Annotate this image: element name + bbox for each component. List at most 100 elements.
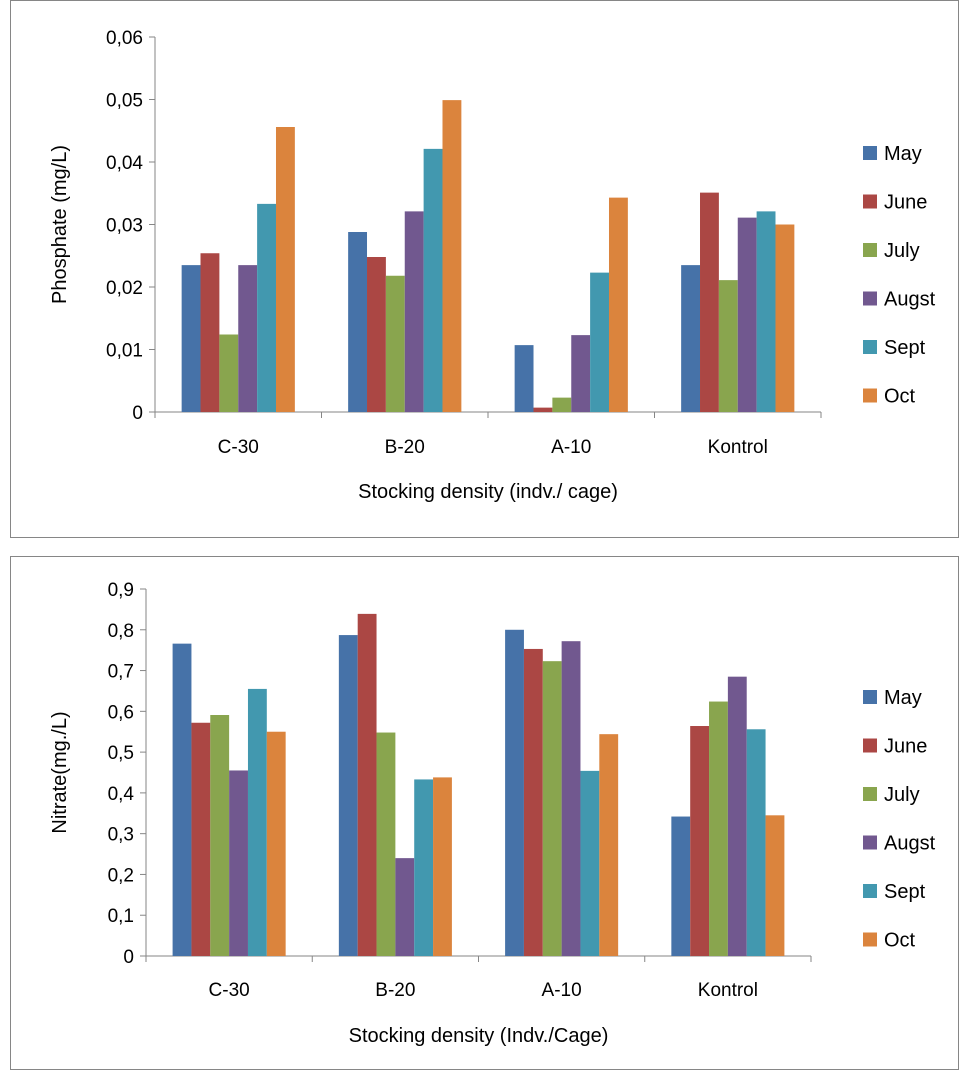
bar xyxy=(718,280,738,412)
x-tick-label: C-30 xyxy=(218,437,259,458)
bar xyxy=(404,211,424,412)
bar xyxy=(219,334,239,412)
bar xyxy=(690,726,710,956)
legend-swatch xyxy=(863,932,877,947)
y-tick-label: 0,6 xyxy=(108,702,134,723)
bar xyxy=(238,265,258,412)
legend-swatch xyxy=(863,884,877,898)
bar xyxy=(423,148,443,412)
bar xyxy=(580,770,600,956)
x-axis-title: Stocking density (Indv./Cage) xyxy=(349,1025,609,1047)
legend-swatch xyxy=(863,388,877,403)
legend-label: May xyxy=(884,143,922,165)
bar xyxy=(395,858,415,956)
bar xyxy=(367,257,386,412)
x-tick-label: C-30 xyxy=(209,980,250,1001)
legend-label: June xyxy=(884,192,927,214)
legend-swatch xyxy=(863,340,877,354)
bar xyxy=(433,777,452,956)
y-tick-label: 0,3 xyxy=(108,825,134,846)
legend-label: July xyxy=(884,784,920,806)
phosphate-chart: 0 0,01 0,02 0,03 0,04 0,05 0,06 C-30 B-20 A-10 Kon… xyxy=(49,28,936,503)
legend-label: June xyxy=(884,736,927,758)
legend-swatch xyxy=(863,738,877,753)
bar xyxy=(533,407,553,412)
y-axis-title: Phosphate (mg/L) xyxy=(49,145,71,304)
y-tick-label: 0,02 xyxy=(106,278,143,299)
y-tick-label: 0 xyxy=(132,403,143,424)
bar xyxy=(671,816,691,956)
legend-swatch xyxy=(863,787,877,801)
x-tick-label: B-20 xyxy=(385,437,425,458)
y-tick-label: 0,03 xyxy=(106,216,143,237)
legend-swatch xyxy=(863,146,877,160)
bar xyxy=(746,729,766,956)
bar xyxy=(552,397,572,412)
bar xyxy=(523,648,543,956)
legend-swatch xyxy=(863,194,877,209)
bar xyxy=(571,335,591,412)
legend-swatch xyxy=(863,690,877,704)
bar xyxy=(505,629,524,956)
legend-swatch xyxy=(863,835,877,850)
y-axis-title: Nitrate(mg./L) xyxy=(49,711,71,833)
bar xyxy=(775,224,795,412)
bar xyxy=(357,613,377,956)
nitrate-chart-panel: 0 0,1 0,2 0,3 0,4 0,5 0,6 0,7 0,8 0,9 C-30 B-20 A-10… xyxy=(10,556,959,1070)
x-tick-label: Kontrol xyxy=(698,980,758,1001)
y-tick-label: 0,05 xyxy=(106,91,143,112)
bar xyxy=(191,722,211,956)
bar xyxy=(414,779,434,956)
bar xyxy=(561,641,581,956)
y-tick-label: 0,5 xyxy=(108,743,134,764)
bar xyxy=(200,253,220,412)
bar xyxy=(727,676,747,956)
bar xyxy=(181,265,201,412)
x-tick-label: A-10 xyxy=(542,980,582,1001)
bar xyxy=(348,232,368,412)
legend-label: Sept xyxy=(884,337,926,359)
x-axis-title: Stocking density (indv./ cage) xyxy=(358,481,618,503)
bar xyxy=(172,643,192,956)
bar xyxy=(275,127,295,412)
bar xyxy=(542,661,562,956)
y-tick-label: 0 xyxy=(123,947,134,968)
bar xyxy=(608,197,628,412)
bar xyxy=(338,635,358,956)
bar xyxy=(756,211,776,412)
x-tick-label: Kontrol xyxy=(708,437,768,458)
y-tick-label: 0,04 xyxy=(106,153,143,174)
bar xyxy=(700,192,719,412)
legend-label: May xyxy=(884,687,922,709)
y-tick-label: 0,06 xyxy=(106,28,143,49)
bar xyxy=(442,100,462,412)
y-tick-label: 0,7 xyxy=(108,662,134,683)
legend-label: Augst xyxy=(884,289,936,311)
bar xyxy=(210,715,230,956)
y-tick-label: 0,4 xyxy=(108,784,135,805)
bar xyxy=(590,272,609,412)
bar xyxy=(385,275,405,412)
y-tick-label: 0,9 xyxy=(108,580,134,601)
x-tick-label: A-10 xyxy=(551,437,591,458)
legend-label: Sept xyxy=(884,881,926,903)
bar xyxy=(737,217,757,412)
bar xyxy=(709,701,728,956)
y-tick-label: 0,2 xyxy=(108,865,134,886)
bar xyxy=(514,345,534,412)
bar xyxy=(229,770,248,956)
x-tick-label: B-20 xyxy=(375,980,415,1001)
bar xyxy=(247,688,267,956)
legend-swatch xyxy=(863,291,877,306)
bar xyxy=(257,203,276,412)
legend-label: Oct xyxy=(884,930,916,952)
phosphate-chart-panel: 0 0,01 0,02 0,03 0,04 0,05 0,06 C-30 B-20 A-10 Kon… xyxy=(10,0,959,538)
y-tick-label: 0,8 xyxy=(108,621,134,642)
bar xyxy=(681,265,701,412)
y-tick-label: 0,1 xyxy=(108,906,134,927)
bar xyxy=(376,732,396,956)
nitrate-chart: 0 0,1 0,2 0,3 0,4 0,5 0,6 0,7 0,8 0,9 C-30 B-20 A-10… xyxy=(49,580,936,1047)
y-tick-label: 0,01 xyxy=(106,341,143,362)
legend-swatch xyxy=(863,243,877,257)
bar xyxy=(599,734,619,956)
